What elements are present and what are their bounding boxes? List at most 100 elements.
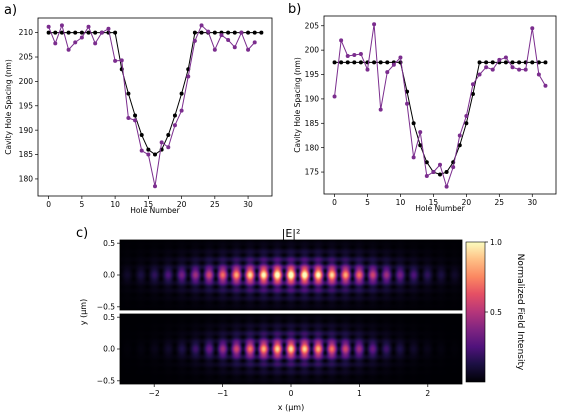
chart-a-series-0-point — [113, 30, 118, 35]
chart-b-series-1-point — [385, 70, 390, 75]
chart-b-series-1-point — [405, 101, 410, 106]
chart-b-xlabel: Hole Number — [415, 204, 465, 213]
chart-c-title: |E|² — [282, 227, 301, 240]
chart-b-series-1-point — [503, 55, 508, 60]
chart-a-series-0-line — [48, 32, 262, 156]
chart-b-ytick-label: 175 — [305, 168, 320, 177]
chart-a-series-1-line — [48, 23, 256, 187]
chart-a-series-1-point — [66, 47, 71, 52]
chart-a-series-1-point — [106, 26, 111, 31]
chart-a-xtick-label: 25 — [210, 200, 220, 209]
chart-b-series-1-point — [444, 184, 449, 189]
chart-a-xtick-label: 15 — [144, 200, 154, 209]
chart-b-series-1-point — [431, 170, 436, 175]
chart-a-xtick-label: 20 — [177, 200, 187, 209]
chart-b-xtick-label: 10 — [396, 198, 406, 207]
chart-b-series-0-point — [358, 60, 363, 65]
chart-b-xtick-label: 5 — [365, 198, 370, 207]
chart-b-series-1-point — [523, 67, 528, 72]
chart-b-series-1-point — [477, 72, 482, 77]
panel-label-a: a) — [4, 3, 17, 18]
chart-a-series-1-point — [113, 58, 118, 63]
chart-a-series-1-point — [172, 123, 177, 128]
chart-b-series-1-point — [418, 130, 423, 135]
chart-a-ylabel: Cavity Hole Spacing (nm) — [4, 59, 13, 155]
chart-a-series-1-point — [79, 35, 84, 40]
chart-b-series-1-point — [339, 38, 344, 43]
chart-a-series-1-point — [212, 47, 217, 52]
chart-a-ytick-label: 180 — [19, 175, 34, 184]
chart-a-series-0-point — [86, 30, 91, 35]
chart-b-series-1-point — [424, 173, 429, 178]
chart-b-series-1-point — [332, 94, 337, 99]
chart-a-series-1-point — [179, 108, 184, 113]
chart-b-series — [332, 22, 548, 189]
chart-a-series-0-point — [53, 30, 58, 35]
chart-a-series-1-point — [126, 115, 131, 120]
chart-b-xtick-label: 20 — [462, 198, 472, 207]
chart-a-series-1-point — [166, 145, 171, 150]
chart-a-series-0-point — [252, 30, 257, 35]
chart-b-series-0-point — [438, 172, 442, 177]
chart-a-series-0-point — [232, 30, 237, 35]
chart-a-xtick-label: 30 — [243, 200, 253, 209]
chart-b-ytick-label: 180 — [305, 143, 320, 152]
chart-c-ticks: −2 −1 0 1 2 −0.5 0.0 0.5 −0.5 0.0 0.5 — [97, 239, 431, 398]
chart-b-series-0-point — [457, 143, 462, 148]
panel-label-b: b) — [288, 2, 301, 17]
chart-b-ytick-label: 195 — [305, 70, 320, 79]
chart-b-series-0-point — [345, 60, 350, 65]
chart-b-series-0-point — [477, 60, 482, 65]
chart-a-series-0-point — [73, 30, 78, 35]
chart-a-series-0-point — [166, 133, 171, 138]
chart-b-series-1-point — [517, 67, 522, 72]
chart-a-series-0-point — [179, 91, 184, 96]
chart-a: 0 5 10 15 20 25 30 180 185 190 195 200 205 210 Hole N… — [4, 17, 273, 215]
chart-b-series-0-point — [372, 60, 377, 65]
chart-b-series-0-point — [543, 60, 548, 65]
chart-c-ytick-label: 0.5 — [103, 313, 115, 322]
chart-c-xtick-label: −2 — [149, 389, 160, 398]
colorbar-tick-label: 1.0 — [490, 238, 502, 247]
chart-a-series-1-point — [93, 41, 98, 46]
chart-b-series-0-point — [424, 160, 429, 165]
chart-c-ytick-label: −0.5 — [97, 376, 115, 385]
chart-b-series-1-point — [484, 65, 489, 70]
chart-b-series-1-point — [352, 53, 357, 58]
chart-a-series-1-point — [99, 30, 104, 35]
chart-a-series-0-point — [139, 133, 144, 138]
chart-b-series-0-point — [536, 60, 541, 65]
chart-a-xlabel: Hole Number — [130, 206, 180, 215]
colorbar-ticks: 0.5 1.0 — [485, 238, 502, 317]
chart-a-series-0-point — [79, 30, 84, 35]
chart-a-series-1-point — [53, 41, 58, 46]
chart-a-series-0-point — [172, 113, 177, 118]
chart-b-xtick-label: 15 — [429, 198, 439, 207]
chart-b-series-0-point — [530, 60, 535, 65]
chart-a-series-1-point — [206, 29, 211, 34]
chart-b-series-0-point — [405, 89, 410, 94]
chart-a-series-1-point — [252, 40, 257, 45]
chart-b-series-0-point — [332, 60, 337, 65]
chart-a-xtick-label: 0 — [46, 200, 51, 209]
chart-a-series-1-point — [86, 24, 91, 29]
chart-a-series-0-point — [133, 113, 138, 118]
chart-a-ytick-label: 185 — [19, 150, 34, 159]
chart-c-xtick-label: 0 — [289, 389, 294, 398]
chart-a-series-0-point — [226, 30, 231, 35]
chart-a-series-1-point — [119, 58, 124, 63]
chart-b-series-1-line — [334, 24, 546, 189]
chart-b-ytick-label: 200 — [305, 46, 320, 55]
chart-b-series-0-point — [464, 121, 469, 126]
chart-a-series-1-point — [159, 140, 164, 145]
chart-c-ytick-label: −0.5 — [97, 302, 115, 311]
chart-b-series-0-line — [334, 61, 546, 176]
chart-b-series-1-point — [530, 26, 535, 31]
chart-a-series-1-point — [199, 23, 204, 28]
chart-a-series-0-point — [212, 30, 217, 35]
chart-c-xtick-label: −1 — [217, 389, 228, 398]
chart-a-frame — [37, 17, 273, 197]
chart-c-ytick-label: 0.0 — [103, 271, 115, 280]
chart-b-series-1-point — [411, 155, 416, 160]
